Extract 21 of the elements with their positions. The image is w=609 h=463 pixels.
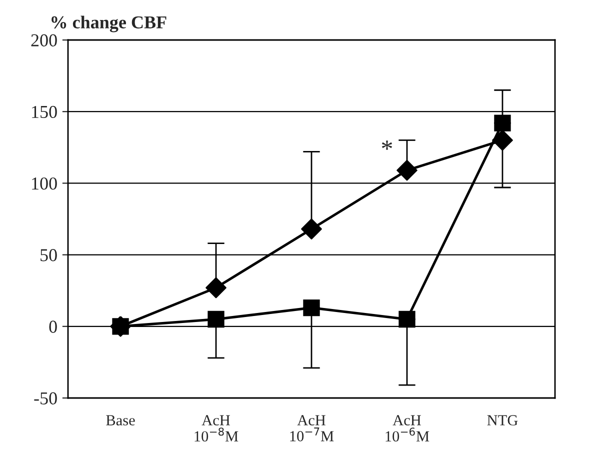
y-tick-label: 200 — [31, 34, 57, 46]
point — [208, 310, 224, 328]
point — [494, 114, 511, 132]
point — [398, 310, 416, 328]
point — [303, 299, 320, 316]
y-tick-label: 100 — [32, 177, 57, 190]
x-tick-label: AcH 10$^{−7}$M — [290, 415, 334, 442]
x-tick-label: NTG — [487, 415, 518, 426]
point — [206, 277, 226, 298]
x-tick-label: AcH 10$^{−8}$M — [194, 415, 238, 442]
x-tick-label: Base — [106, 415, 135, 426]
chart-title: % change CBF — [52, 16, 166, 32]
x-tick-label: AcH 10$^{−6}$M — [386, 415, 430, 442]
y-tick-label: 50 — [40, 249, 57, 262]
y-tick-label: -50 — [34, 392, 57, 404]
annotation: * — [382, 140, 392, 150]
point — [396, 160, 418, 181]
y-tick-label: 0 — [49, 320, 57, 333]
point — [492, 130, 513, 151]
point — [301, 218, 322, 240]
y-tick-label: 150 — [32, 106, 57, 118]
